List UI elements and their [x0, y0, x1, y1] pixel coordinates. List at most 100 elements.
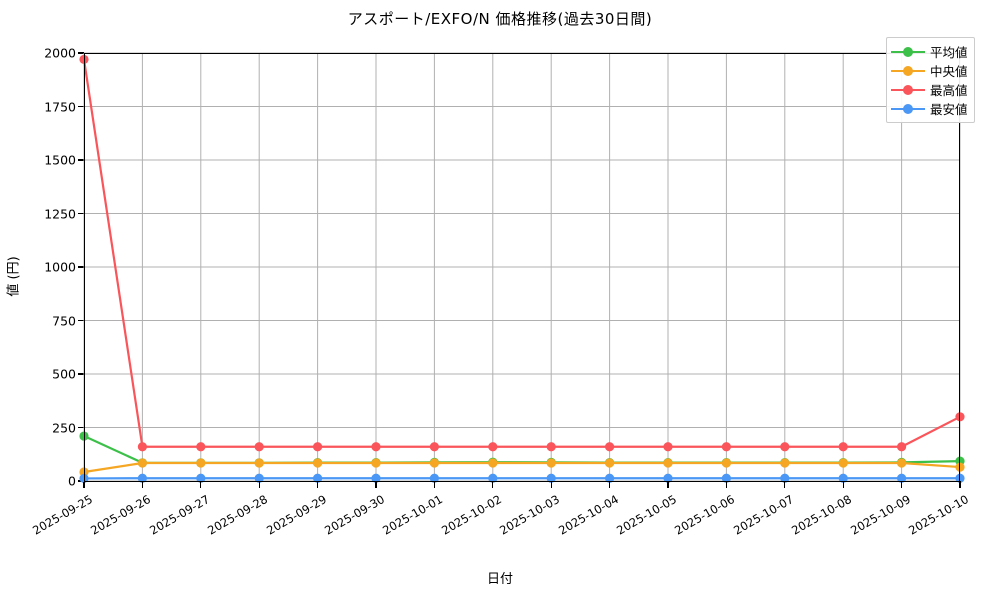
x-tick-mark: [200, 482, 202, 488]
x-tick-label: 2025-10-03: [497, 492, 563, 538]
y-tick-mark: [78, 319, 84, 322]
legend-marker-dot: [903, 46, 913, 57]
data-point: [429, 458, 439, 468]
data-point: [488, 473, 498, 483]
legend-swatch: [891, 46, 925, 58]
x-tick-mark: [83, 482, 85, 488]
y-tick-label: 1500: [44, 152, 76, 168]
data-point: [313, 473, 323, 483]
data-point: [838, 442, 848, 452]
gridlines: [83, 52, 961, 482]
legend-label: 最安値: [930, 102, 968, 117]
axis-spine-bottom: [84, 481, 961, 483]
data-point: [605, 458, 615, 468]
x-tick-mark: [317, 482, 319, 488]
plot-svg: [79, 52, 965, 484]
x-tick-label: 2025-09-28: [205, 492, 271, 538]
data-point: [196, 473, 206, 483]
y-tick-mark: [78, 159, 84, 161]
data-point: [605, 473, 615, 483]
y-tick-label: 2000: [44, 45, 76, 61]
y-tick-mark: [78, 212, 84, 215]
x-tick-mark: [375, 482, 377, 488]
data-point: [196, 458, 206, 468]
data-point: [897, 473, 907, 483]
legend-label: 平均値: [930, 45, 968, 60]
x-tick-mark: [550, 482, 552, 488]
y-tick-mark: [78, 52, 84, 54]
legend-label: 中央値: [930, 64, 968, 79]
data-point: [254, 442, 264, 452]
chart-title: アスポート/EXFO/N 価格推移(過去30日間): [347, 10, 653, 28]
axis-spine-right: [959, 53, 961, 482]
series-line: [82, 434, 962, 464]
x-tick-mark: [258, 482, 260, 488]
data-point: [371, 473, 381, 483]
series-line: [82, 461, 962, 474]
axis-spine-top: [84, 53, 961, 55]
data-point: [721, 458, 732, 468]
x-tick-label: 2025-10-01: [380, 492, 446, 538]
legend-item[interactable]: 最安値: [891, 99, 968, 118]
legend-item[interactable]: 中央値: [891, 61, 968, 80]
legend-item[interactable]: 平均値: [891, 42, 968, 61]
data-point: [313, 442, 323, 452]
data-point: [780, 458, 790, 468]
data-point: [137, 442, 147, 452]
data-point: [488, 458, 498, 468]
legend-label: 最高値: [930, 83, 968, 98]
data-point: [780, 442, 790, 452]
data-point: [663, 442, 673, 452]
y-axis-tick-labels: 0 250 500 750 1000 1250 1500 1750 2000: [0, 0, 76, 600]
x-tick-label: 2025-10-09: [847, 492, 913, 538]
y-tick-mark: [78, 105, 84, 108]
data-point: [663, 458, 673, 468]
x-tick-label: 2025-10-10: [906, 492, 971, 538]
data-point: [546, 442, 556, 452]
y-tick-mark: [78, 266, 84, 268]
y-tick-label: 250: [52, 420, 76, 435]
x-axis-title: 日付: [486, 572, 513, 587]
legend-swatch: [891, 103, 925, 115]
data-point: [546, 473, 556, 483]
y-tick-label: 1250: [44, 206, 76, 221]
data-point: [254, 473, 264, 483]
legend-item[interactable]: 最高値: [891, 80, 968, 99]
chart-legend[interactable]: 平均値中央値最高値最安値: [886, 37, 975, 123]
x-tick-mark: [901, 482, 903, 488]
x-tick-mark: [842, 482, 844, 488]
plot-area: [79, 52, 965, 484]
data-point: [897, 458, 907, 468]
series-line: [82, 58, 962, 448]
y-tick-mark: [78, 373, 84, 375]
axis-spine-left: [84, 53, 86, 482]
data-point: [605, 442, 615, 452]
data-point: [137, 473, 147, 483]
data-point: [313, 458, 323, 468]
y-tick-mark: [78, 426, 84, 429]
data-point: [780, 473, 790, 483]
legend-marker-dot: [903, 103, 913, 114]
data-point: [371, 458, 381, 468]
data-point: [371, 442, 381, 452]
y-axis-title: 値 (円): [6, 256, 22, 297]
x-tick-mark: [667, 482, 669, 488]
data-point: [838, 473, 848, 483]
data-point: [546, 458, 556, 468]
y-tick-label: 1750: [44, 99, 76, 114]
x-tick-mark: [784, 482, 786, 488]
y-tick-label: 1000: [44, 259, 76, 275]
data-point: [429, 473, 439, 483]
series-group: [79, 54, 965, 484]
x-tick-label: 2025-10-02: [438, 492, 504, 538]
y-tick-label: 500: [52, 366, 76, 382]
x-tick-label: 2025-09-29: [263, 492, 329, 538]
x-tick-label: 2025-09-30: [322, 492, 387, 538]
data-point: [254, 458, 264, 468]
data-point: [488, 442, 498, 452]
legend-swatch: [891, 65, 925, 77]
data-point: [838, 458, 848, 468]
x-tick-mark: [141, 482, 143, 488]
x-tick-label: 2025-09-27: [146, 492, 212, 538]
